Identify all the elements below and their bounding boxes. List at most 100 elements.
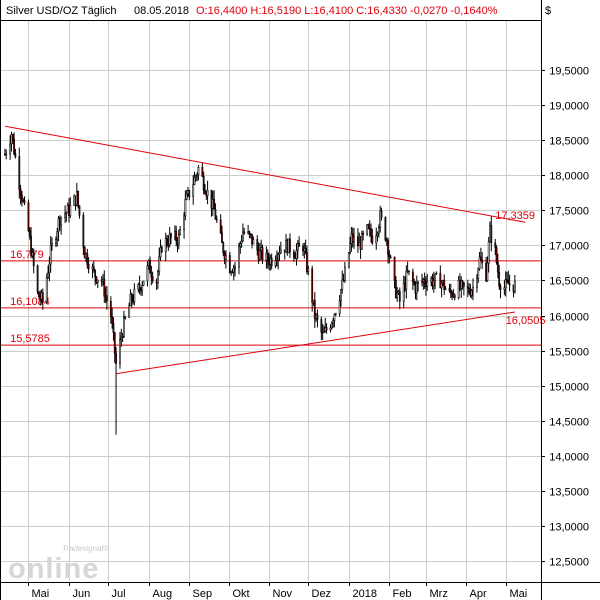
candle-body — [507, 280, 510, 285]
candle-body — [258, 250, 261, 261]
candle-body — [423, 279, 426, 284]
candle-body — [366, 224, 369, 235]
candle-body — [130, 294, 133, 302]
candle-body — [449, 290, 452, 294]
candle-body — [128, 305, 131, 318]
candle-body — [177, 234, 180, 245]
candle-body — [11, 134, 14, 140]
candle-body — [224, 255, 227, 260]
candle-body — [111, 316, 114, 324]
candle-body — [142, 280, 145, 286]
candle-body — [417, 281, 419, 284]
trend-layer: 17,3359 16,0505 — [4, 125, 546, 375]
candle-body — [330, 322, 333, 329]
candle-body — [304, 248, 307, 253]
candle-body — [219, 219, 222, 233]
candle-body — [221, 232, 223, 243]
candle-body — [411, 271, 414, 282]
candle-body — [279, 249, 282, 254]
candle-body — [311, 268, 314, 303]
candle-body — [298, 242, 301, 247]
y-tick-label: 13,5000 — [549, 487, 589, 499]
candle-body — [432, 280, 435, 286]
candle-body — [21, 194, 23, 202]
candle-body — [347, 252, 350, 268]
candle-body — [275, 259, 278, 262]
candle-body — [405, 271, 408, 290]
x-tick-label: Sep — [193, 588, 213, 600]
x-tick-label: Aug — [153, 588, 173, 600]
candle-body — [14, 153, 17, 158]
x-tick-label: Jun — [73, 588, 91, 600]
candle-body — [380, 210, 383, 218]
candle-body — [252, 239, 255, 245]
candle-body — [192, 184, 195, 198]
candle-body — [434, 273, 436, 282]
trendline-value-label: 16,0505 — [506, 315, 546, 327]
candle-body — [30, 235, 32, 257]
candle-body — [461, 280, 464, 283]
x-tick-label: Mrz — [430, 588, 448, 600]
candle-body — [340, 289, 342, 302]
candle-body — [48, 263, 51, 274]
candle-body — [289, 238, 291, 253]
candle-body — [133, 288, 136, 302]
y-tick-label: 18,5000 — [549, 136, 589, 148]
candle-body — [32, 252, 35, 267]
candle-body — [248, 231, 251, 235]
candle-body — [292, 251, 295, 258]
trendline-upper — [4, 125, 526, 223]
candle-body — [323, 331, 325, 334]
candle-body — [120, 337, 123, 341]
candle-body — [495, 247, 498, 263]
candle-body — [196, 174, 199, 177]
candle-body — [398, 291, 401, 302]
candle-body — [477, 268, 480, 279]
candle-body — [36, 265, 39, 293]
candle-body — [159, 246, 162, 258]
candle-body — [179, 229, 182, 235]
candle-body — [504, 279, 507, 289]
candle-body — [214, 208, 217, 220]
candle-body — [183, 215, 185, 230]
candle-body — [164, 238, 167, 253]
candle-body — [413, 281, 416, 285]
candle-body — [362, 232, 365, 235]
candle-body — [157, 271, 159, 284]
candle-body — [138, 284, 141, 290]
candle-body — [377, 227, 380, 234]
candle-body — [228, 255, 231, 274]
candle-body — [49, 244, 52, 265]
candle-body — [150, 272, 153, 278]
x-tick-label: Mai — [510, 588, 528, 600]
candle-body — [332, 320, 335, 324]
candle-body — [270, 257, 273, 267]
x-tick-label: Nov — [273, 588, 293, 600]
candle-body — [503, 287, 506, 290]
candle-body — [393, 256, 396, 281]
candle-body — [194, 175, 197, 178]
candle-body — [51, 243, 53, 246]
x-tick-label: 2018 — [353, 588, 377, 600]
candle-body — [306, 251, 308, 272]
y-tick-label: 14,5000 — [549, 417, 589, 429]
candle-body — [296, 242, 299, 251]
candle-body — [451, 292, 453, 297]
candle-body — [421, 281, 423, 283]
x-tick-label: Dez — [312, 588, 332, 600]
candle-body — [384, 217, 387, 241]
candle-body — [443, 280, 446, 291]
candle-body — [222, 242, 225, 254]
candles-layer — [4, 131, 516, 435]
candle-body — [113, 332, 116, 354]
candle-body — [5, 153, 8, 156]
header-date: 08.05.2018 — [134, 5, 189, 17]
candle-body — [490, 225, 493, 244]
candle-body — [313, 299, 316, 319]
candle-body — [375, 235, 378, 244]
candle-body — [92, 266, 95, 271]
candle-body — [439, 272, 442, 289]
candle-body — [56, 231, 59, 241]
